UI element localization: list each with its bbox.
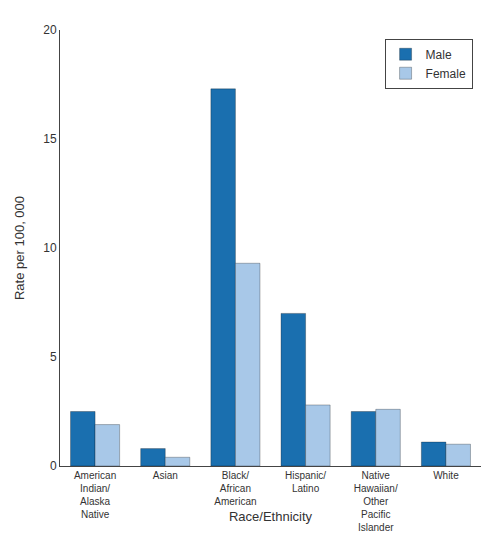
svg-text:0: 0 xyxy=(50,459,57,473)
svg-text:Hispanic/Latino: Hispanic/Latino xyxy=(285,470,326,494)
svg-text:Female: Female xyxy=(426,67,466,81)
svg-text:Male: Male xyxy=(426,48,452,62)
svg-text:5: 5 xyxy=(50,350,57,364)
svg-text:20: 20 xyxy=(43,23,57,37)
svg-text:White: White xyxy=(433,470,459,481)
svg-text:Rate per 100, 000: Rate per 100, 000 xyxy=(12,196,27,300)
svg-text:AmericanIndian/AlaskaNative: AmericanIndian/AlaskaNative xyxy=(74,470,116,520)
svg-text:NativeHawaiian/OtherPacificIsl: NativeHawaiian/OtherPacificIslander xyxy=(354,470,398,533)
svg-text:10: 10 xyxy=(43,241,57,255)
svg-text:15: 15 xyxy=(43,132,57,146)
svg-text:Black/AfricanAmerican: Black/AfricanAmerican xyxy=(214,470,256,507)
svg-text:Asian: Asian xyxy=(153,470,178,481)
svg-text:Race/Ethnicity: Race/Ethnicity xyxy=(229,509,313,524)
